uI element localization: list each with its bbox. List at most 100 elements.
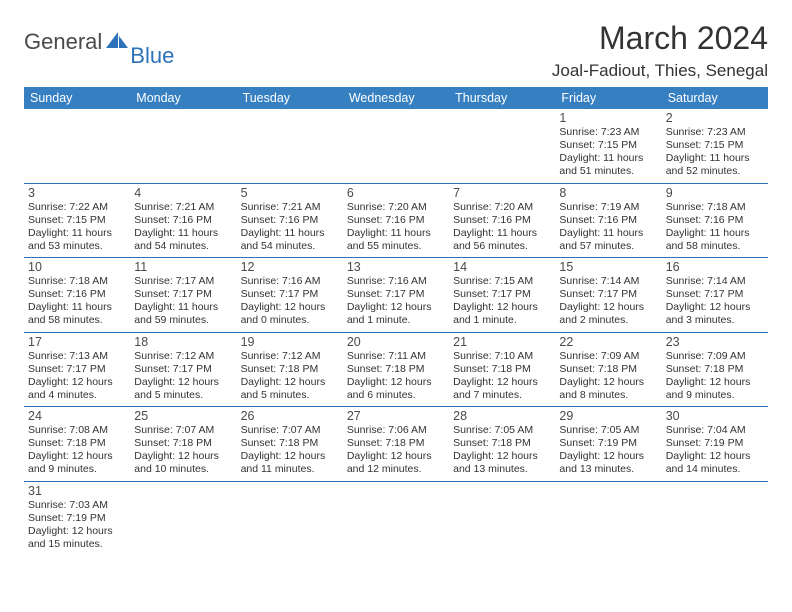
day-number: 2 — [666, 111, 764, 125]
calendar-cell — [343, 109, 449, 183]
weekday-header: Tuesday — [237, 87, 343, 109]
day-number: 15 — [559, 260, 657, 274]
calendar-cell — [237, 481, 343, 555]
day-info: Sunrise: 7:16 AMSunset: 7:17 PMDaylight:… — [241, 275, 339, 328]
location: Joal-Fadiout, Thies, Senegal — [552, 61, 768, 81]
day-info: Sunrise: 7:14 AMSunset: 7:17 PMDaylight:… — [666, 275, 764, 328]
day-number: 19 — [241, 335, 339, 349]
calendar-cell: 3Sunrise: 7:22 AMSunset: 7:15 PMDaylight… — [24, 183, 130, 258]
calendar-cell: 9Sunrise: 7:18 AMSunset: 7:16 PMDaylight… — [662, 183, 768, 258]
calendar-cell: 23Sunrise: 7:09 AMSunset: 7:18 PMDayligh… — [662, 332, 768, 407]
calendar-cell: 24Sunrise: 7:08 AMSunset: 7:18 PMDayligh… — [24, 407, 130, 482]
day-number: 28 — [453, 409, 551, 423]
day-number: 3 — [28, 186, 126, 200]
weekday-header: Sunday — [24, 87, 130, 109]
logo-text-blue: Blue — [130, 43, 174, 69]
day-number: 22 — [559, 335, 657, 349]
calendar-cell: 14Sunrise: 7:15 AMSunset: 7:17 PMDayligh… — [449, 258, 555, 333]
weekday-header: Friday — [555, 87, 661, 109]
calendar-cell — [449, 481, 555, 555]
calendar-cell: 10Sunrise: 7:18 AMSunset: 7:16 PMDayligh… — [24, 258, 130, 333]
day-info: Sunrise: 7:18 AMSunset: 7:16 PMDaylight:… — [666, 201, 764, 254]
day-info: Sunrise: 7:20 AMSunset: 7:16 PMDaylight:… — [453, 201, 551, 254]
day-number: 23 — [666, 335, 764, 349]
weekday-header-row: Sunday Monday Tuesday Wednesday Thursday… — [24, 87, 768, 109]
calendar-cell: 1Sunrise: 7:23 AMSunset: 7:15 PMDaylight… — [555, 109, 661, 183]
calendar-body: 1Sunrise: 7:23 AMSunset: 7:15 PMDaylight… — [24, 109, 768, 555]
calendar-cell: 13Sunrise: 7:16 AMSunset: 7:17 PMDayligh… — [343, 258, 449, 333]
day-info: Sunrise: 7:07 AMSunset: 7:18 PMDaylight:… — [134, 424, 232, 477]
calendar-cell — [130, 109, 236, 183]
day-number: 25 — [134, 409, 232, 423]
calendar-row: 3Sunrise: 7:22 AMSunset: 7:15 PMDaylight… — [24, 183, 768, 258]
day-number: 10 — [28, 260, 126, 274]
calendar-cell: 28Sunrise: 7:05 AMSunset: 7:18 PMDayligh… — [449, 407, 555, 482]
day-number: 13 — [347, 260, 445, 274]
day-number: 26 — [241, 409, 339, 423]
calendar-cell: 12Sunrise: 7:16 AMSunset: 7:17 PMDayligh… — [237, 258, 343, 333]
day-number: 27 — [347, 409, 445, 423]
calendar-cell: 25Sunrise: 7:07 AMSunset: 7:18 PMDayligh… — [130, 407, 236, 482]
day-info: Sunrise: 7:05 AMSunset: 7:19 PMDaylight:… — [559, 424, 657, 477]
day-info: Sunrise: 7:13 AMSunset: 7:17 PMDaylight:… — [28, 350, 126, 403]
day-info: Sunrise: 7:21 AMSunset: 7:16 PMDaylight:… — [241, 201, 339, 254]
header: General Blue March 2024 Joal-Fadiout, Th… — [24, 20, 768, 81]
calendar-cell: 20Sunrise: 7:11 AMSunset: 7:18 PMDayligh… — [343, 332, 449, 407]
logo-sail-icon — [104, 30, 130, 57]
calendar-cell: 18Sunrise: 7:12 AMSunset: 7:17 PMDayligh… — [130, 332, 236, 407]
day-info: Sunrise: 7:03 AMSunset: 7:19 PMDaylight:… — [28, 499, 126, 552]
day-number: 11 — [134, 260, 232, 274]
calendar-cell — [343, 481, 449, 555]
day-info: Sunrise: 7:09 AMSunset: 7:18 PMDaylight:… — [666, 350, 764, 403]
title-block: March 2024 Joal-Fadiout, Thies, Senegal — [552, 20, 768, 81]
weekday-header: Thursday — [449, 87, 555, 109]
day-number: 1 — [559, 111, 657, 125]
calendar-cell — [449, 109, 555, 183]
day-info: Sunrise: 7:23 AMSunset: 7:15 PMDaylight:… — [666, 126, 764, 179]
day-number: 9 — [666, 186, 764, 200]
day-info: Sunrise: 7:12 AMSunset: 7:18 PMDaylight:… — [241, 350, 339, 403]
day-number: 4 — [134, 186, 232, 200]
weekday-header: Monday — [130, 87, 236, 109]
day-number: 7 — [453, 186, 551, 200]
calendar-cell: 5Sunrise: 7:21 AMSunset: 7:16 PMDaylight… — [237, 183, 343, 258]
day-info: Sunrise: 7:23 AMSunset: 7:15 PMDaylight:… — [559, 126, 657, 179]
day-number: 20 — [347, 335, 445, 349]
day-number: 5 — [241, 186, 339, 200]
calendar-cell — [662, 481, 768, 555]
day-number: 21 — [453, 335, 551, 349]
calendar-cell: 26Sunrise: 7:07 AMSunset: 7:18 PMDayligh… — [237, 407, 343, 482]
day-number: 24 — [28, 409, 126, 423]
day-info: Sunrise: 7:19 AMSunset: 7:16 PMDaylight:… — [559, 201, 657, 254]
calendar-cell: 15Sunrise: 7:14 AMSunset: 7:17 PMDayligh… — [555, 258, 661, 333]
calendar-cell — [555, 481, 661, 555]
day-info: Sunrise: 7:11 AMSunset: 7:18 PMDaylight:… — [347, 350, 445, 403]
calendar-page: General Blue March 2024 Joal-Fadiout, Th… — [0, 0, 792, 575]
calendar-cell — [237, 109, 343, 183]
logo: General Blue — [24, 28, 176, 55]
day-info: Sunrise: 7:22 AMSunset: 7:15 PMDaylight:… — [28, 201, 126, 254]
calendar-cell — [24, 109, 130, 183]
calendar-cell: 30Sunrise: 7:04 AMSunset: 7:19 PMDayligh… — [662, 407, 768, 482]
calendar-cell: 21Sunrise: 7:10 AMSunset: 7:18 PMDayligh… — [449, 332, 555, 407]
calendar-cell: 31Sunrise: 7:03 AMSunset: 7:19 PMDayligh… — [24, 481, 130, 555]
calendar-cell: 6Sunrise: 7:20 AMSunset: 7:16 PMDaylight… — [343, 183, 449, 258]
day-number: 6 — [347, 186, 445, 200]
calendar-cell: 8Sunrise: 7:19 AMSunset: 7:16 PMDaylight… — [555, 183, 661, 258]
calendar-row: 31Sunrise: 7:03 AMSunset: 7:19 PMDayligh… — [24, 481, 768, 555]
weekday-header: Saturday — [662, 87, 768, 109]
calendar-row: 24Sunrise: 7:08 AMSunset: 7:18 PMDayligh… — [24, 407, 768, 482]
day-info: Sunrise: 7:12 AMSunset: 7:17 PMDaylight:… — [134, 350, 232, 403]
day-info: Sunrise: 7:18 AMSunset: 7:16 PMDaylight:… — [28, 275, 126, 328]
day-info: Sunrise: 7:17 AMSunset: 7:17 PMDaylight:… — [134, 275, 232, 328]
calendar-cell — [130, 481, 236, 555]
calendar-cell: 19Sunrise: 7:12 AMSunset: 7:18 PMDayligh… — [237, 332, 343, 407]
calendar-cell: 17Sunrise: 7:13 AMSunset: 7:17 PMDayligh… — [24, 332, 130, 407]
day-number: 14 — [453, 260, 551, 274]
day-info: Sunrise: 7:21 AMSunset: 7:16 PMDaylight:… — [134, 201, 232, 254]
month-title: March 2024 — [552, 20, 768, 57]
logo-text-general: General — [24, 29, 102, 55]
day-info: Sunrise: 7:04 AMSunset: 7:19 PMDaylight:… — [666, 424, 764, 477]
calendar-row: 10Sunrise: 7:18 AMSunset: 7:16 PMDayligh… — [24, 258, 768, 333]
day-number: 12 — [241, 260, 339, 274]
